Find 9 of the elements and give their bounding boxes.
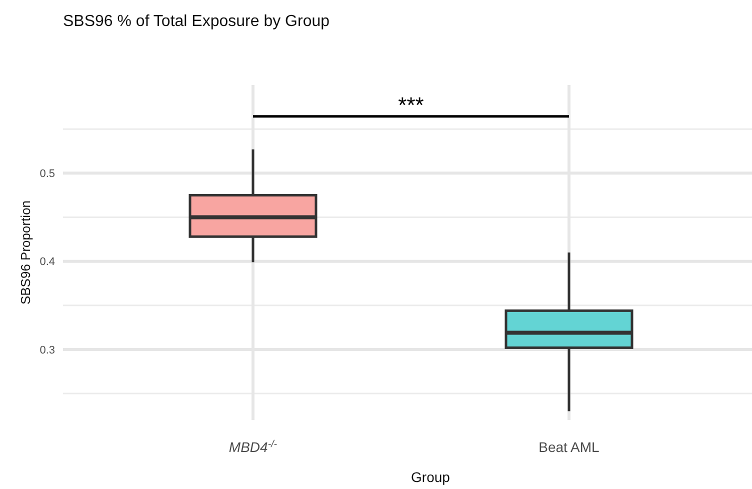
chart-title: SBS96 % of Total Exposure by Group — [63, 13, 330, 30]
y-tick-label: 0.4 — [40, 256, 55, 268]
y-tick-label: 0.5 — [40, 168, 55, 180]
x-tick-label: Beat AML — [538, 439, 600, 455]
annotation: *** — [398, 92, 424, 118]
x-tick-label: MBD4$^{-/-}$ — [228, 438, 278, 455]
y-tick-label: 0.3 — [40, 344, 55, 356]
y-axis-title: SBS96 Proportion — [18, 200, 33, 305]
x-axis-title: Group — [411, 469, 450, 485]
